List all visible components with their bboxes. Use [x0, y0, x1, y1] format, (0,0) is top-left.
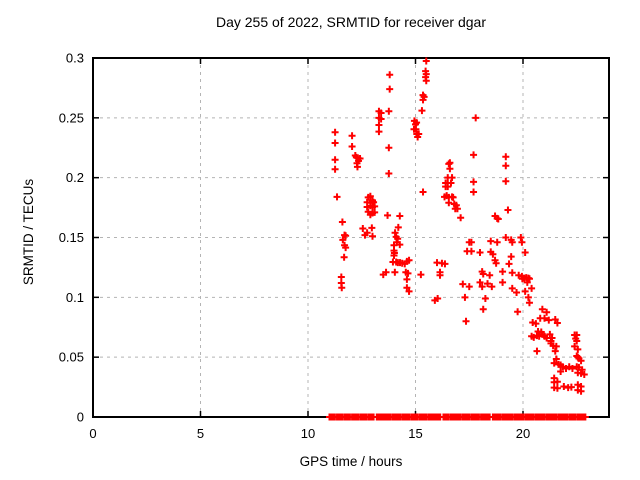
y-tick-label: 0.15	[59, 230, 84, 245]
x-axis-label: GPS time / hours	[300, 454, 403, 469]
x-tick-label: 10	[301, 426, 315, 441]
y-tick-label: 0.05	[59, 350, 84, 365]
x-tick-label: 20	[516, 426, 530, 441]
y-axis-label: SRMTID / TECUs	[21, 179, 36, 286]
y-tick-label: 0.25	[59, 110, 84, 125]
grid-lines-layer	[93, 58, 609, 417]
y-tick-label: 0	[77, 410, 84, 425]
y-tick-label: 0.1	[66, 290, 84, 305]
x-tick-label: 0	[89, 426, 96, 441]
y-tick-label: 0.3	[66, 51, 84, 66]
baseline-points-layer	[326, 413, 589, 421]
x-tick-label: 15	[408, 426, 422, 441]
axis-ticks-layer: 0 5 10 15 20 0 0.05 0.1 0.15 0.2 0.25 0.3	[59, 51, 609, 441]
x-tick-label: 5	[197, 426, 204, 441]
chart-title: Day 255 of 2022, SRMTID for receiver dga…	[216, 14, 486, 30]
baseline-zero-markers	[326, 413, 589, 421]
y-tick-label: 0.2	[66, 170, 84, 185]
scatter-points-layer	[331, 57, 588, 395]
data-point-markers	[331, 57, 588, 395]
